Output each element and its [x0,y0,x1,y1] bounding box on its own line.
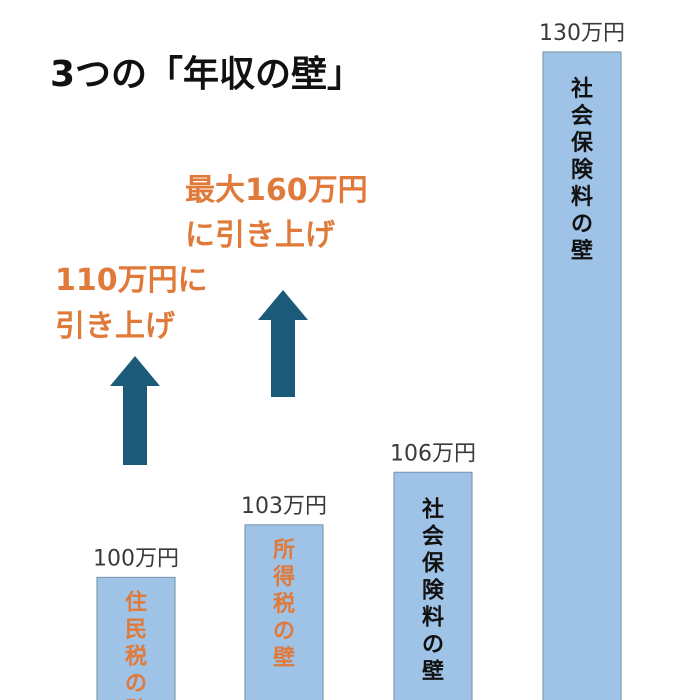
bar-1 [96,576,176,700]
value-label-2: 103万円 [241,494,327,519]
annotation-2-line1: 最大160万円 [185,173,368,208]
bar-2 [244,524,324,700]
annotation-2-line2: に引き上げ [185,218,336,253]
chart-title: 3つの「年収の壁」 [50,54,363,95]
bars-group: 100万円住民税の壁103万円所得税の壁106万円社会保険料の壁130万円社会保… [93,21,625,700]
annotation-1-line2: 引き上げ [55,309,176,344]
value-label-3: 106万円 [390,441,476,466]
bar-label-2: 所得税の壁 [272,538,295,671]
bar-label-3: 社会保険料の壁 [421,496,445,684]
bar-4 [542,51,622,700]
value-label-4: 130万円 [539,21,625,46]
value-label-1: 100万円 [93,546,179,571]
arrow-up-icon [110,356,160,465]
bar-label-4: 社会保険料の壁 [570,76,594,264]
bar-label-1: 住民税の壁 [125,589,147,700]
bar-3 [393,471,473,700]
arrow-up-icon [258,290,308,397]
annotation-1-line1: 110万円に [55,263,208,298]
